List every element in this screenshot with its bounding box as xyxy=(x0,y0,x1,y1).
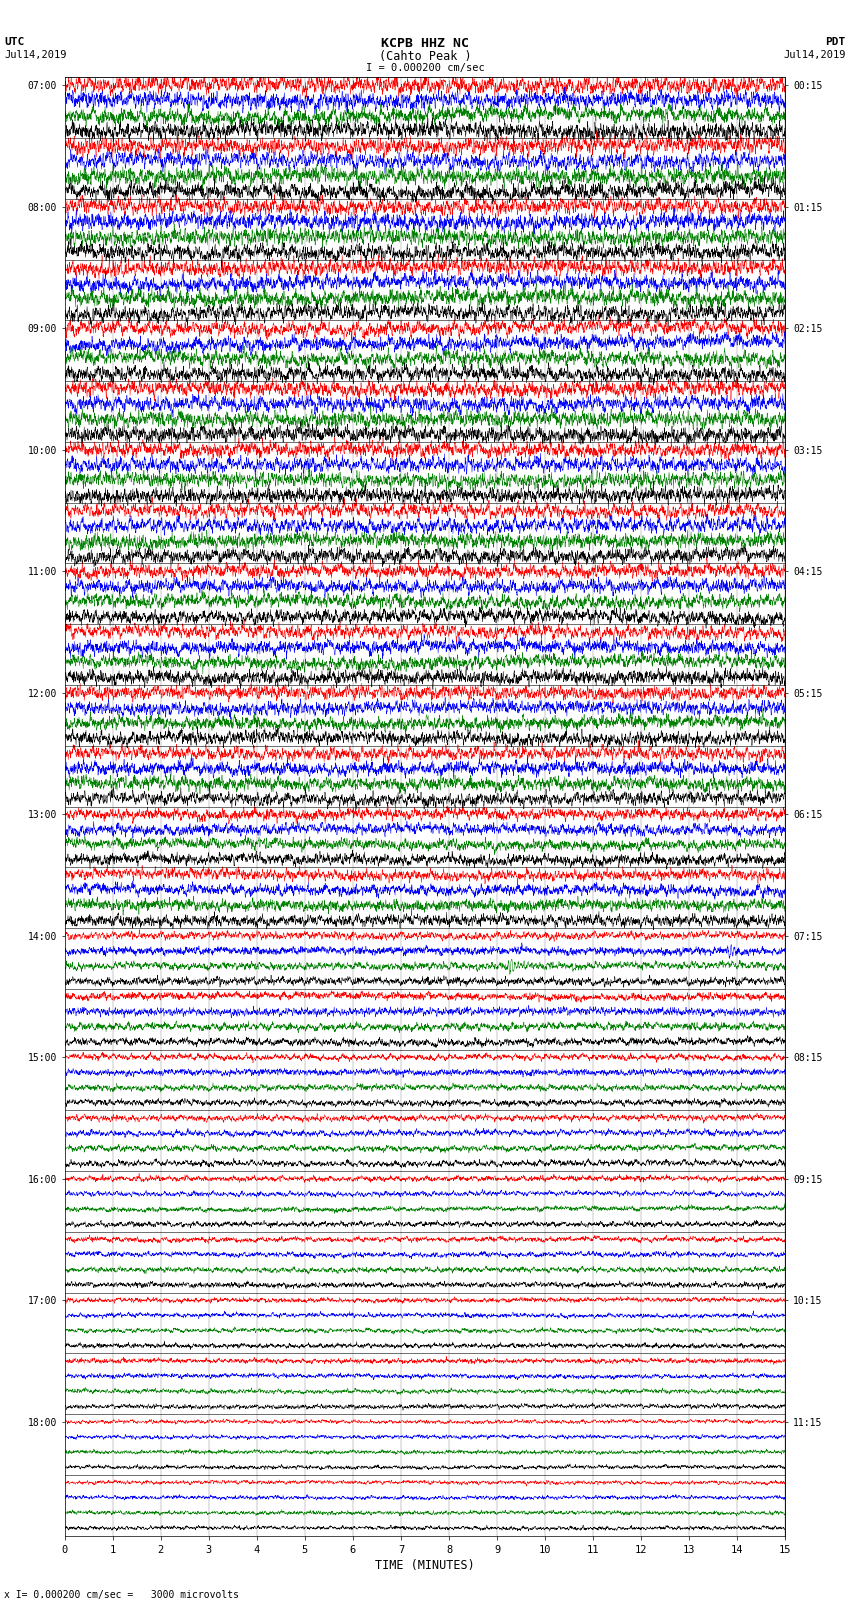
Text: KCPB HHZ NC: KCPB HHZ NC xyxy=(381,37,469,50)
Text: x I= 0.000200 cm/sec =   3000 microvolts: x I= 0.000200 cm/sec = 3000 microvolts xyxy=(4,1590,239,1600)
Text: PDT: PDT xyxy=(825,37,846,47)
Text: Jul14,2019: Jul14,2019 xyxy=(4,50,67,60)
X-axis label: TIME (MINUTES): TIME (MINUTES) xyxy=(375,1558,475,1571)
Text: I = 0.000200 cm/sec: I = 0.000200 cm/sec xyxy=(366,63,484,73)
Text: (Cahto Peak ): (Cahto Peak ) xyxy=(379,50,471,63)
Text: UTC: UTC xyxy=(4,37,25,47)
Text: Jul14,2019: Jul14,2019 xyxy=(783,50,846,60)
